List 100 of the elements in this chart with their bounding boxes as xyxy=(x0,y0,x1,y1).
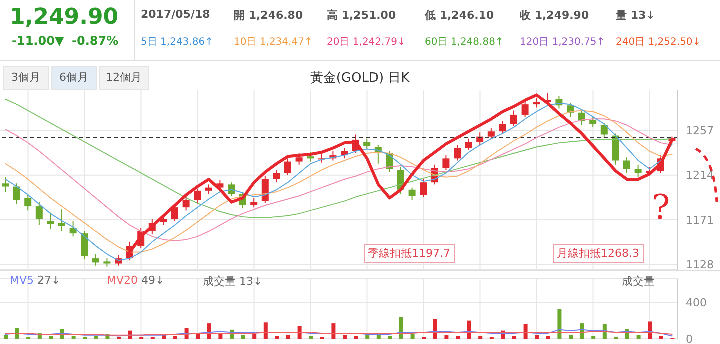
candlestick xyxy=(194,188,202,204)
candlestick xyxy=(454,144,461,162)
candlestick xyxy=(92,254,100,266)
candlestick xyxy=(296,152,303,166)
candlestick xyxy=(2,176,9,192)
y-tick-label: 400 xyxy=(686,296,707,310)
bar xyxy=(49,336,54,339)
bar xyxy=(592,336,596,339)
candlestick xyxy=(420,178,428,198)
bar xyxy=(444,335,449,339)
bar xyxy=(286,335,290,339)
candlestick xyxy=(590,116,597,128)
bar xyxy=(512,336,516,339)
y-tick-label: 1171 xyxy=(686,214,714,227)
candlestick xyxy=(273,170,280,184)
bar xyxy=(558,309,562,339)
annotation: ? xyxy=(652,188,670,228)
text: 6個月 xyxy=(51,66,97,90)
bar xyxy=(94,336,98,339)
chart-title: 黃金(GOLD) 日K xyxy=(310,71,410,86)
text: MV20 xyxy=(107,274,138,287)
candlestick xyxy=(522,100,529,118)
bar xyxy=(659,336,664,339)
bar xyxy=(524,324,528,339)
text: 高 1,251.00 xyxy=(327,8,396,23)
bar xyxy=(4,335,8,339)
y-tick-label: 1128 xyxy=(686,258,714,272)
text: -11.00▼ xyxy=(12,34,64,48)
bar xyxy=(196,334,200,339)
bar xyxy=(376,335,381,339)
candlestick xyxy=(600,122,608,138)
bar xyxy=(264,322,268,339)
bar xyxy=(72,336,76,339)
y-tick-label: 0 xyxy=(686,332,693,344)
candlestick xyxy=(13,183,20,205)
text: 20日 1,242.79↓ xyxy=(327,36,406,49)
text: 3個月 xyxy=(3,66,49,90)
candlestick xyxy=(182,196,190,212)
candlestick xyxy=(465,138,472,151)
candlestick xyxy=(499,120,506,134)
text: 1,249.90 xyxy=(10,5,119,30)
y-tick-label: 1257 xyxy=(686,124,714,138)
candlestick xyxy=(307,152,314,162)
y-tick-label: 1214 xyxy=(686,169,714,182)
text: 12個月 xyxy=(99,66,149,90)
candlestick xyxy=(81,231,88,260)
bar xyxy=(332,324,336,339)
y-axis-title: 成交量 xyxy=(622,274,655,289)
annotation: 季線扣抵1197.7 xyxy=(364,244,454,263)
candlestick xyxy=(228,182,235,197)
candlestick xyxy=(510,110,518,127)
annotation: 27↓ xyxy=(38,274,61,287)
candlestick xyxy=(205,184,212,195)
text: 開 1,246.80 xyxy=(234,8,304,23)
bar xyxy=(648,322,652,339)
bar xyxy=(275,336,280,339)
bar xyxy=(636,335,641,339)
candlestick xyxy=(262,176,269,204)
bar xyxy=(343,335,347,339)
text: 10日 1,234.47↑ xyxy=(234,36,313,49)
text: 量 13↓ xyxy=(616,8,656,23)
text: 收 1,249.90 xyxy=(520,8,590,23)
bar xyxy=(467,320,472,339)
bar xyxy=(400,317,404,339)
bar xyxy=(388,336,392,339)
candlestick xyxy=(533,98,540,108)
bar xyxy=(354,336,358,339)
text: -0.87% xyxy=(72,34,119,48)
annotation: 成交量 13↓ xyxy=(203,274,263,289)
bar xyxy=(410,334,415,339)
bar xyxy=(456,336,460,339)
text: MV5 xyxy=(10,274,34,287)
text: 120日 1,230.75↑ xyxy=(520,36,606,49)
bar xyxy=(252,334,257,339)
candlestick xyxy=(284,158,292,176)
bar xyxy=(433,319,438,339)
candlestick xyxy=(36,202,43,226)
bar xyxy=(569,335,573,339)
bar xyxy=(218,334,223,339)
text: 60日 1,248.88↑ xyxy=(425,36,504,49)
candlestick xyxy=(47,212,54,230)
candlestick xyxy=(24,194,32,212)
candlestick xyxy=(58,209,66,232)
bar xyxy=(15,328,20,339)
text: 低 1,246.10 xyxy=(425,8,494,23)
bar xyxy=(241,335,246,339)
text: 240日 1,252.50↓ xyxy=(616,36,702,49)
bar xyxy=(478,336,483,339)
candlestick xyxy=(442,155,450,171)
bar xyxy=(535,335,540,339)
candlestick xyxy=(250,198,258,208)
candlestick xyxy=(364,138,371,150)
bar xyxy=(309,336,314,339)
line-series xyxy=(5,98,673,218)
bar xyxy=(546,336,550,339)
text: 2017/05/18 xyxy=(141,8,210,21)
bar xyxy=(174,336,178,339)
candlestick xyxy=(488,128,495,140)
text: 5日 1,243.86↑ xyxy=(141,36,214,49)
candlestick xyxy=(634,164,642,178)
